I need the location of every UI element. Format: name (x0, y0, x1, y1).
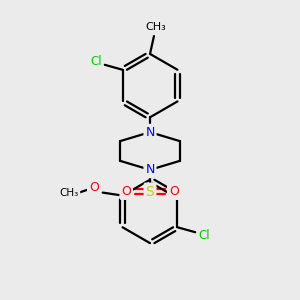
Text: CH₃: CH₃ (59, 188, 79, 198)
Text: Cl: Cl (90, 55, 102, 68)
Text: N: N (145, 163, 155, 176)
Text: S: S (146, 184, 154, 199)
Text: O: O (89, 181, 99, 194)
Text: O: O (169, 185, 179, 198)
Text: O: O (121, 185, 131, 198)
Text: N: N (145, 126, 155, 139)
Text: Cl: Cl (198, 229, 210, 242)
Text: CH₃: CH₃ (146, 22, 166, 32)
